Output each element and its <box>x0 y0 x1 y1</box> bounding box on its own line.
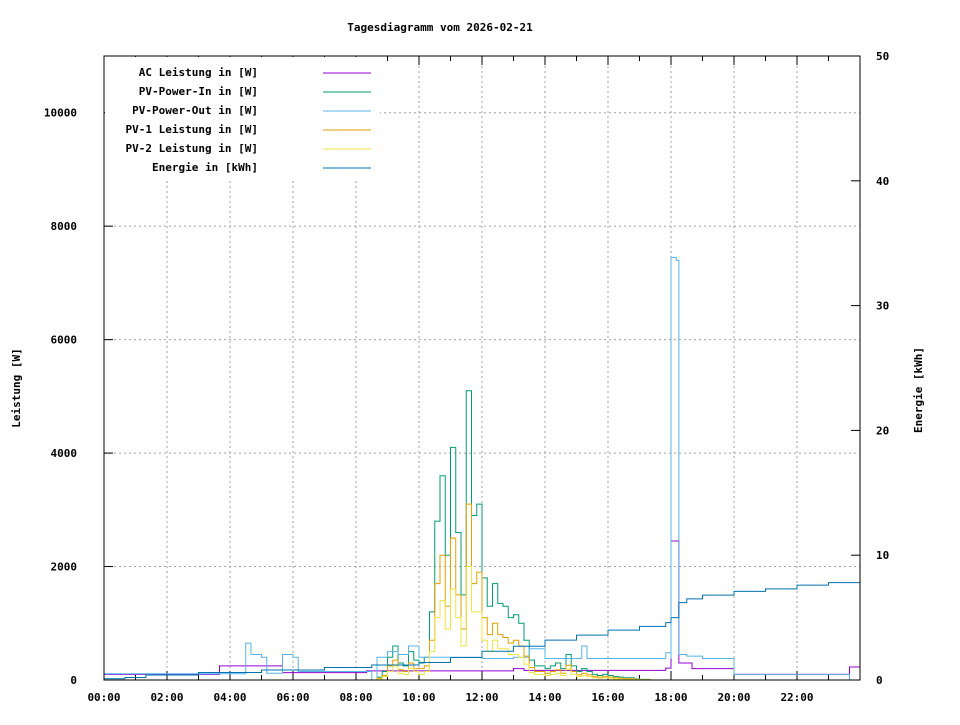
series-line-3 <box>371 503 656 681</box>
y-tick-label: 10000 <box>44 107 77 120</box>
series-line-5 <box>104 581 861 680</box>
series-line-4 <box>371 566 656 681</box>
legend-label: AC Leistung in [W] <box>139 66 258 79</box>
legend-label: PV-Power-Out in [W] <box>132 104 258 117</box>
ticks: 00:00 02:00 04:00 06:00 08:00 10:00 12:00 14:00… <box>44 50 889 704</box>
series-line-2 <box>104 256 860 681</box>
legend-background <box>105 57 380 179</box>
legend-label: PV-Power-In in [W] <box>139 85 258 98</box>
legend-label: PV-2 Leistung in [W] <box>126 142 258 155</box>
x-tick-label: 18:00 <box>654 691 687 704</box>
y-tick-label: 4000 <box>51 447 78 460</box>
x-tick-label: 08:00 <box>339 691 372 704</box>
y2-tick-label: 40 <box>876 175 889 188</box>
x-tick-label: 10:00 <box>402 691 435 704</box>
chart-title: Tagesdiagramm vom 2026-02-21 <box>347 21 533 34</box>
x-tick-label: 16:00 <box>591 691 624 704</box>
series-line-1 <box>371 390 656 681</box>
x-tick-label: 04:00 <box>213 691 246 704</box>
y2-tick-label: 50 <box>876 50 889 63</box>
legend-label: PV-1 Leistung in [W] <box>126 123 258 136</box>
x-tick-label: 02:00 <box>150 691 183 704</box>
y2-tick-label: 20 <box>876 424 889 437</box>
y-tick-label: 6000 <box>51 334 78 347</box>
x-tick-label: 22:00 <box>780 691 813 704</box>
y2-tick-label: 0 <box>876 674 883 687</box>
y-axis-label: Leistung [W] <box>10 348 23 427</box>
x-tick-label: 06:00 <box>276 691 309 704</box>
plot-border <box>103 55 861 681</box>
y-tick-label: 0 <box>70 674 77 687</box>
x-tick-label: 14:00 <box>528 691 561 704</box>
x-tick-label: 00:00 <box>87 691 120 704</box>
y2-tick-label: 30 <box>876 300 889 313</box>
x-tick-label: 20:00 <box>717 691 750 704</box>
x-tick-label: 12:00 <box>465 691 498 704</box>
series-lines <box>104 256 861 681</box>
y2-axis-label: Energie [kWh] <box>912 347 925 433</box>
y-tick-label: 2000 <box>51 561 78 574</box>
y2-tick-label: 10 <box>876 549 889 562</box>
legend: AC Leistung in [W] PV-Power-In in [W] PV-P… <box>105 57 380 179</box>
legend-label: Energie in [kWh] <box>152 161 258 174</box>
y-tick-label: 8000 <box>51 220 78 233</box>
